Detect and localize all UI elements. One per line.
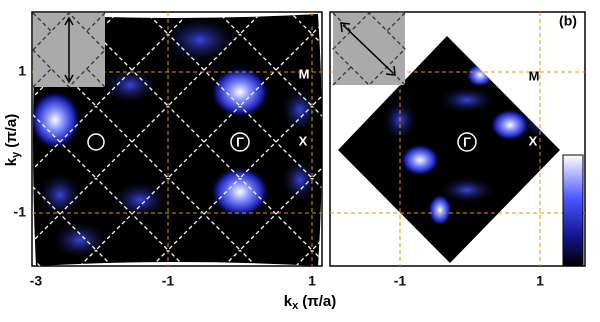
x-axis-label: kx (π/a) <box>284 293 336 312</box>
x-point-label: X <box>529 133 538 148</box>
panel-b: Γ X M (b) <box>329 11 586 267</box>
y-axis-label: ky (π/a) <box>3 114 22 166</box>
axis-unit: (π/a) <box>302 293 336 310</box>
x-tick-label: -1 <box>162 273 175 289</box>
panel-label: (b) <box>559 13 577 29</box>
panel-label: (a) <box>296 13 313 29</box>
m-point-label: M <box>529 68 540 83</box>
gamma-label: Γ <box>236 134 244 149</box>
axis-unit: (π/a) <box>3 114 20 148</box>
m-point-label: M <box>299 66 310 81</box>
axis-subscript: y <box>10 151 22 158</box>
y-tick-label: 1 <box>18 63 26 79</box>
axis-symbol: k <box>284 293 293 310</box>
x-point-label: X <box>299 133 308 148</box>
x-tick-label: -3 <box>30 273 43 289</box>
x-tick-label: 1 <box>308 273 316 289</box>
x-tick-label: 1 <box>536 273 544 289</box>
axis-symbol: k <box>3 157 20 166</box>
gamma-label: Γ <box>463 134 471 149</box>
axis-subscript: x <box>292 300 299 312</box>
panel-a: Γ X M (a) <box>31 11 323 267</box>
x-tick-label: -1 <box>394 273 407 289</box>
y-tick-label: -1 <box>14 204 27 220</box>
